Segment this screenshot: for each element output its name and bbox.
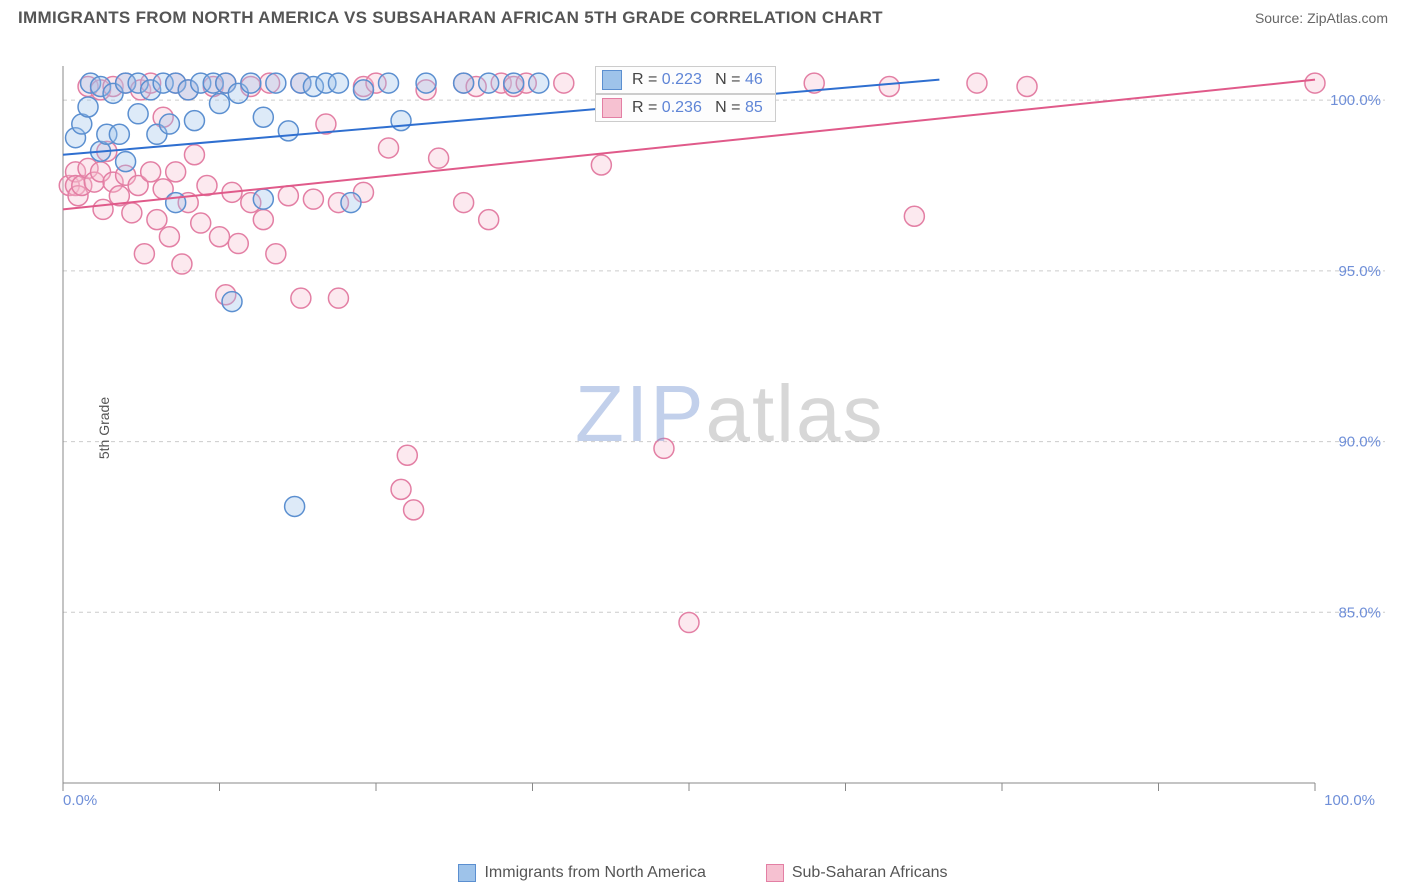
legend-item-series2: Sub-Saharan Africans [766,864,948,882]
legend-swatch-series2 [602,98,622,118]
chart-title: IMMIGRANTS FROM NORTH AMERICA VS SUBSAHA… [18,8,883,28]
y-axis-label: 5th Grade [96,397,112,459]
source-link[interactable]: ZipAtlas.com [1307,10,1388,26]
svg-text:0.0%: 0.0% [63,792,97,808]
legend-swatch-icon [766,864,784,882]
title-bar: IMMIGRANTS FROM NORTH AMERICA VS SUBSAHA… [0,0,1406,34]
legend-swatch-series1 [602,70,622,90]
series-legend: Immigrants from North America Sub-Sahara… [0,864,1406,882]
svg-text:95.0%: 95.0% [1338,263,1381,280]
legend-row-series2: R = 0.236 N = 85 [595,94,776,122]
chart-area: 5th Grade 100.0%95.0%90.0%85.0%0.0%100.0… [55,48,1385,808]
svg-text:90.0%: 90.0% [1338,434,1381,451]
svg-text:100.0%: 100.0% [1330,92,1381,109]
scatter-plot-svg: 100.0% 95.0% 90.0% 85.0% 0.0% 100.0% [55,48,1385,808]
svg-text:100.0%: 100.0% [1324,792,1375,808]
svg-text:85.0%: 85.0% [1338,604,1381,621]
correlation-legend: R = 0.223 N = 46 R = 0.236 N = 85 [595,66,776,122]
legend-row-series1: R = 0.223 N = 46 [595,66,776,94]
legend-swatch-icon [458,864,476,882]
legend-item-series1: Immigrants from North America [458,864,705,882]
source-label: Source: ZipAtlas.com [1255,10,1388,26]
